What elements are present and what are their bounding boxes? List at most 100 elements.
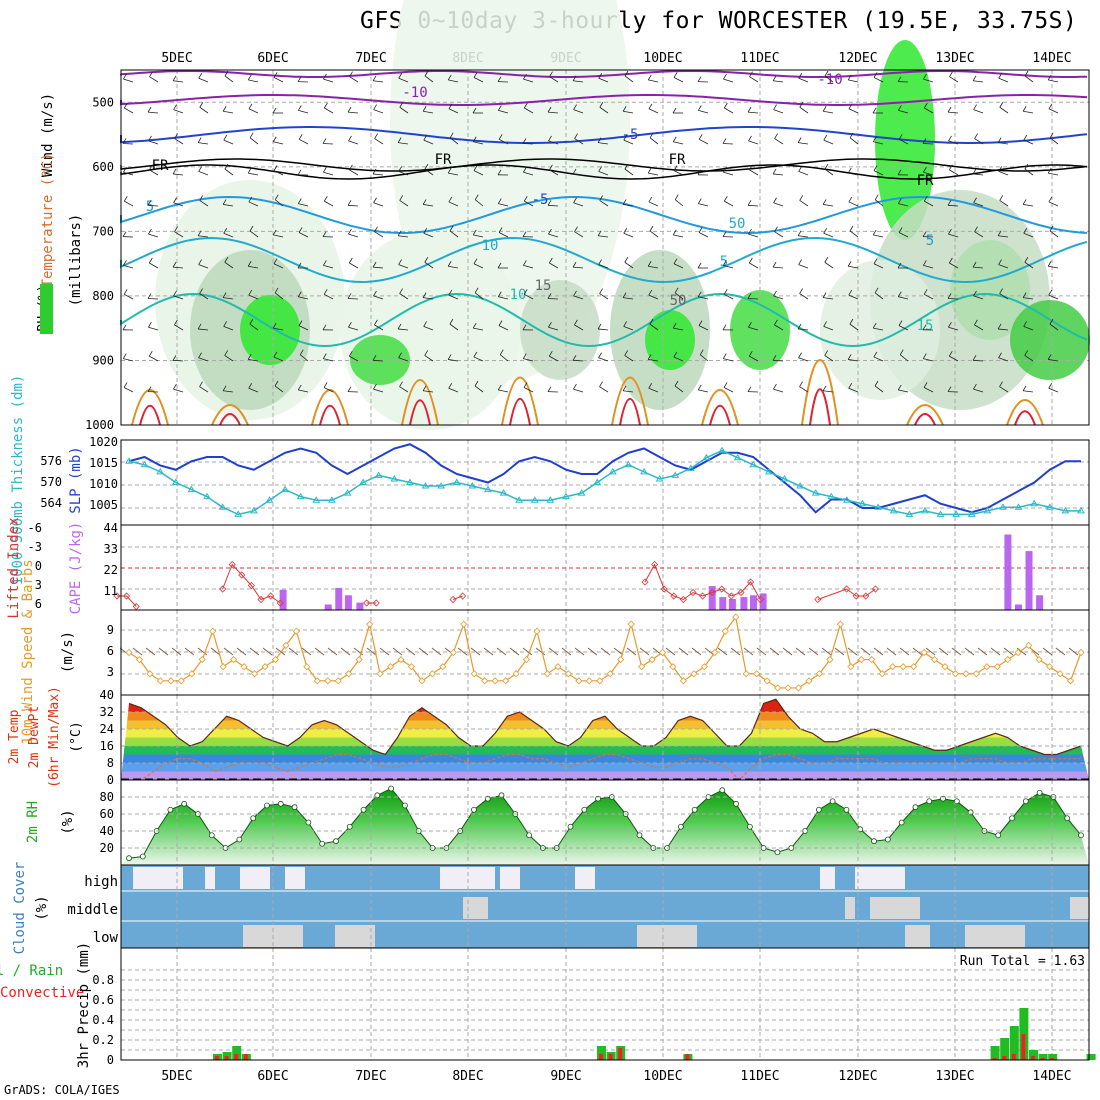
- wind-barb: [997, 230, 1002, 236]
- wind-barb: [323, 102, 328, 109]
- wind-barb: [873, 327, 884, 331]
- wind-barb: [697, 198, 702, 204]
- wind-barb: [274, 385, 284, 393]
- wind-barb: [873, 72, 878, 78]
- wind-barb: [923, 382, 928, 388]
- cape-bar: [1036, 595, 1044, 610]
- rh-marker: [291, 804, 298, 811]
- y-tick-label: 1020: [89, 435, 118, 449]
- wind-barb: [1024, 163, 1029, 170]
- cloud-layer-label: middle: [67, 902, 118, 918]
- wind-barb: [398, 235, 409, 238]
- wind-barb: [314, 647, 325, 656]
- wind-barb: [672, 229, 677, 236]
- wind-speed-marker: [721, 627, 729, 635]
- wind-speed-marker: [1025, 641, 1033, 649]
- y-tick-label: 0: [107, 1053, 114, 1067]
- wind-barb: [873, 170, 884, 176]
- wind-barb: [597, 137, 602, 143]
- wind-barb: [874, 292, 884, 300]
- wind-barb: [749, 355, 759, 362]
- thickness-marker: [577, 489, 586, 496]
- wind-barb: [623, 139, 634, 145]
- wind-barb: [197, 137, 202, 143]
- wind-barb: [572, 168, 577, 175]
- wind-barb: [523, 289, 528, 295]
- wind-barb: [998, 357, 1009, 362]
- wind-speed-marker: [418, 677, 426, 685]
- wind-barb: [173, 383, 177, 390]
- wind-barb: [623, 321, 628, 327]
- wind-barb: [799, 381, 803, 387]
- wind-barb: [349, 169, 359, 176]
- wind-barb: [1049, 137, 1059, 145]
- thickness-marker: [640, 467, 648, 475]
- thickness-marker: [484, 485, 492, 493]
- wind-barb: [199, 381, 203, 387]
- wind-barb: [998, 264, 1009, 269]
- wind-barb: [499, 354, 509, 362]
- lifted-index-marker: [238, 571, 246, 579]
- wind-barb: [648, 289, 653, 296]
- wind-barb: [747, 204, 759, 207]
- wind-barb: [948, 326, 959, 331]
- precip-total-bar: [1009, 1026, 1019, 1060]
- cape-bar: [719, 597, 727, 610]
- wind-speed-marker: [753, 670, 761, 678]
- wind-barb: [849, 230, 859, 238]
- wind-barb: [648, 79, 659, 83]
- wind-barb: [648, 383, 653, 389]
- wind-barb: [674, 287, 679, 294]
- wind-barb: [548, 233, 559, 238]
- cloud-high: [820, 867, 835, 889]
- contour-25: [139, 404, 161, 426]
- wind-barb: [912, 647, 923, 656]
- wind-barb: [373, 109, 384, 114]
- wind-barb: [748, 228, 752, 235]
- wind-barb: [123, 78, 134, 83]
- wind-barb: [872, 107, 877, 114]
- wind-barb: [799, 106, 809, 114]
- wind-barb: [448, 172, 459, 176]
- wind-barb: [1048, 289, 1053, 296]
- wind-barb: [897, 291, 902, 297]
- wind-barb: [340, 647, 351, 656]
- wind-speed-marker: [585, 677, 593, 685]
- wind-barb: [886, 647, 897, 656]
- thickness-marker: [406, 478, 414, 485]
- wind-barb: [722, 324, 727, 331]
- y-tick-label: 900: [92, 353, 114, 367]
- rh-marker: [250, 815, 257, 822]
- wind-barb: [522, 260, 527, 266]
- wind-barb: [1048, 79, 1059, 83]
- wind-barb: [973, 266, 984, 269]
- wind-barb: [972, 355, 977, 361]
- wind-barb: [198, 328, 209, 331]
- wind-barb: [423, 110, 434, 114]
- wind-barb: [598, 73, 603, 79]
- wind-barb: [158, 647, 169, 656]
- wind-barb: [1024, 168, 1034, 176]
- rh-marker: [884, 836, 891, 843]
- precip-bg: [121, 948, 1089, 1060]
- cloud-high: [240, 867, 270, 889]
- wind-barb: [947, 106, 952, 113]
- y-axis-label-wind: 10m Wind Speed & Barbs: [20, 559, 36, 744]
- cloud-high: [205, 867, 215, 889]
- wind-barb: [999, 288, 1003, 294]
- wind-speed-marker: [993, 663, 1001, 671]
- wind-barb: [898, 296, 909, 300]
- wind-barb: [672, 107, 677, 114]
- wind-barb: [172, 261, 177, 268]
- contour-freezing: [120, 158, 1088, 172]
- rh-marker: [829, 798, 836, 805]
- wind-barb: [773, 197, 777, 203]
- wind-barb: [624, 168, 634, 176]
- wind-barb: [1068, 647, 1079, 656]
- wind-barb: [874, 287, 879, 294]
- wind-barb: [1048, 196, 1053, 203]
- wind-barb: [448, 103, 453, 109]
- wind-barb: [483, 647, 494, 656]
- wind-speed-marker: [774, 684, 782, 692]
